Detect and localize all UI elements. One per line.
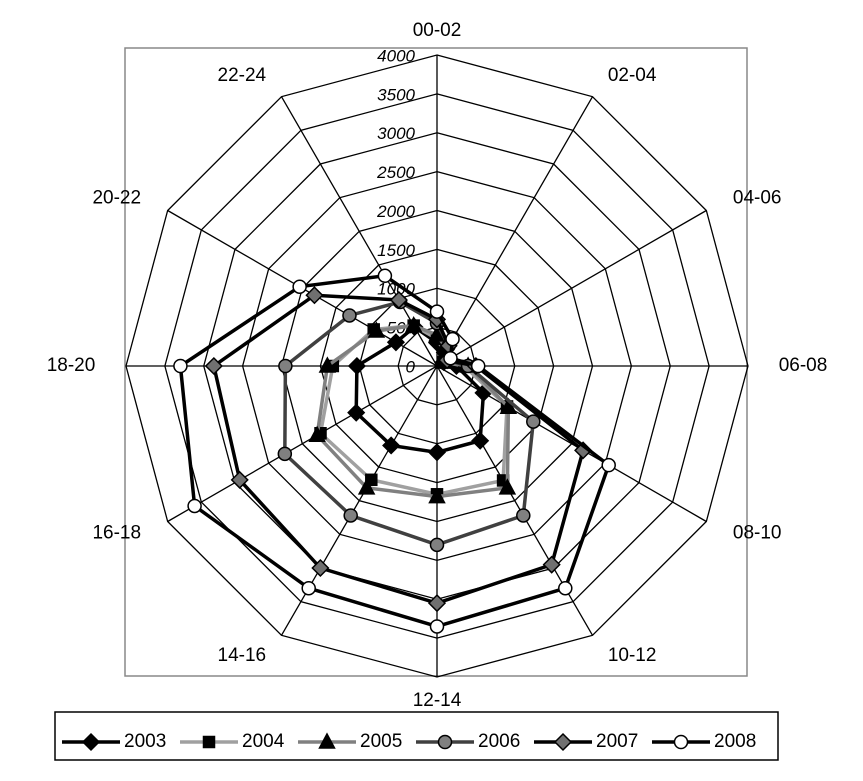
data-point [292, 279, 307, 294]
legend-marker [318, 732, 336, 749]
data-point [305, 286, 324, 305]
series-line [354, 324, 486, 455]
category-label: 10-12 [608, 645, 657, 666]
data-point [389, 290, 408, 310]
category-label: 16-18 [92, 523, 141, 544]
data-point [308, 425, 326, 442]
tick-label: 2000 [376, 202, 415, 221]
category-label: 02-04 [608, 65, 657, 86]
data-point [347, 403, 366, 422]
spoke [167, 365, 438, 523]
legend-marker [437, 734, 453, 750]
tick-label: 2500 [376, 163, 415, 182]
tick-label: 4000 [377, 46, 415, 65]
category-label: 18-20 [47, 355, 96, 376]
category-label: 22-24 [218, 65, 267, 86]
data-point [365, 473, 378, 487]
data-point [311, 558, 330, 578]
legend-marker [673, 734, 689, 750]
legend-label: 2004 [242, 731, 285, 752]
tick-label: 1500 [377, 241, 415, 260]
tick-label: 1000 [377, 280, 415, 299]
data-point [427, 594, 447, 613]
tick-label: 0 [406, 357, 416, 376]
data-point [499, 397, 518, 414]
data-point [404, 316, 423, 333]
category-label: 04-06 [733, 188, 782, 209]
data-point [428, 487, 446, 504]
data-point [429, 304, 445, 319]
data-point [445, 331, 460, 347]
data-point [357, 478, 376, 495]
data-point [204, 356, 223, 376]
data-point [471, 431, 490, 450]
data-point [429, 537, 445, 553]
data-point [386, 333, 405, 352]
category-label: 08-10 [733, 523, 782, 544]
data-point [427, 443, 447, 462]
data-point [343, 508, 358, 523]
data-point [277, 446, 293, 462]
legend-marker [553, 732, 573, 752]
legend-marker [81, 732, 101, 752]
data-point [558, 580, 573, 596]
tick-label: 3500 [377, 85, 415, 104]
data-point [301, 580, 316, 596]
data-point [318, 356, 337, 373]
data-point [382, 436, 401, 455]
category-label: 06-08 [779, 355, 828, 376]
data-point [542, 555, 561, 574]
category-label: 12-14 [413, 690, 462, 711]
data-point [526, 414, 541, 429]
data-point [429, 619, 445, 634]
data-point [187, 498, 202, 514]
data-point [347, 356, 366, 376]
data-point [377, 268, 393, 284]
category-label: 20-22 [92, 188, 141, 209]
tick-label: 3000 [377, 124, 415, 143]
spoke [436, 96, 594, 367]
data-point [342, 308, 357, 323]
legend-label: 2003 [124, 731, 166, 752]
legend-marker [202, 735, 216, 749]
spoke [436, 209, 707, 367]
legend-label: 2007 [596, 731, 638, 752]
data-point [230, 470, 249, 489]
category-label: 00-02 [413, 20, 462, 41]
data-point [601, 457, 616, 473]
data-point [498, 478, 517, 495]
legend-label: 2008 [714, 731, 756, 752]
data-point [516, 508, 531, 523]
data-point [367, 321, 386, 338]
legend-label: 2006 [478, 731, 520, 752]
legend-label: 2005 [360, 731, 402, 752]
data-point [173, 358, 188, 374]
data-point [278, 358, 293, 374]
data-point [470, 358, 486, 374]
data-point [443, 350, 458, 366]
category-label: 14-16 [218, 645, 267, 666]
legend-box [54, 711, 779, 761]
